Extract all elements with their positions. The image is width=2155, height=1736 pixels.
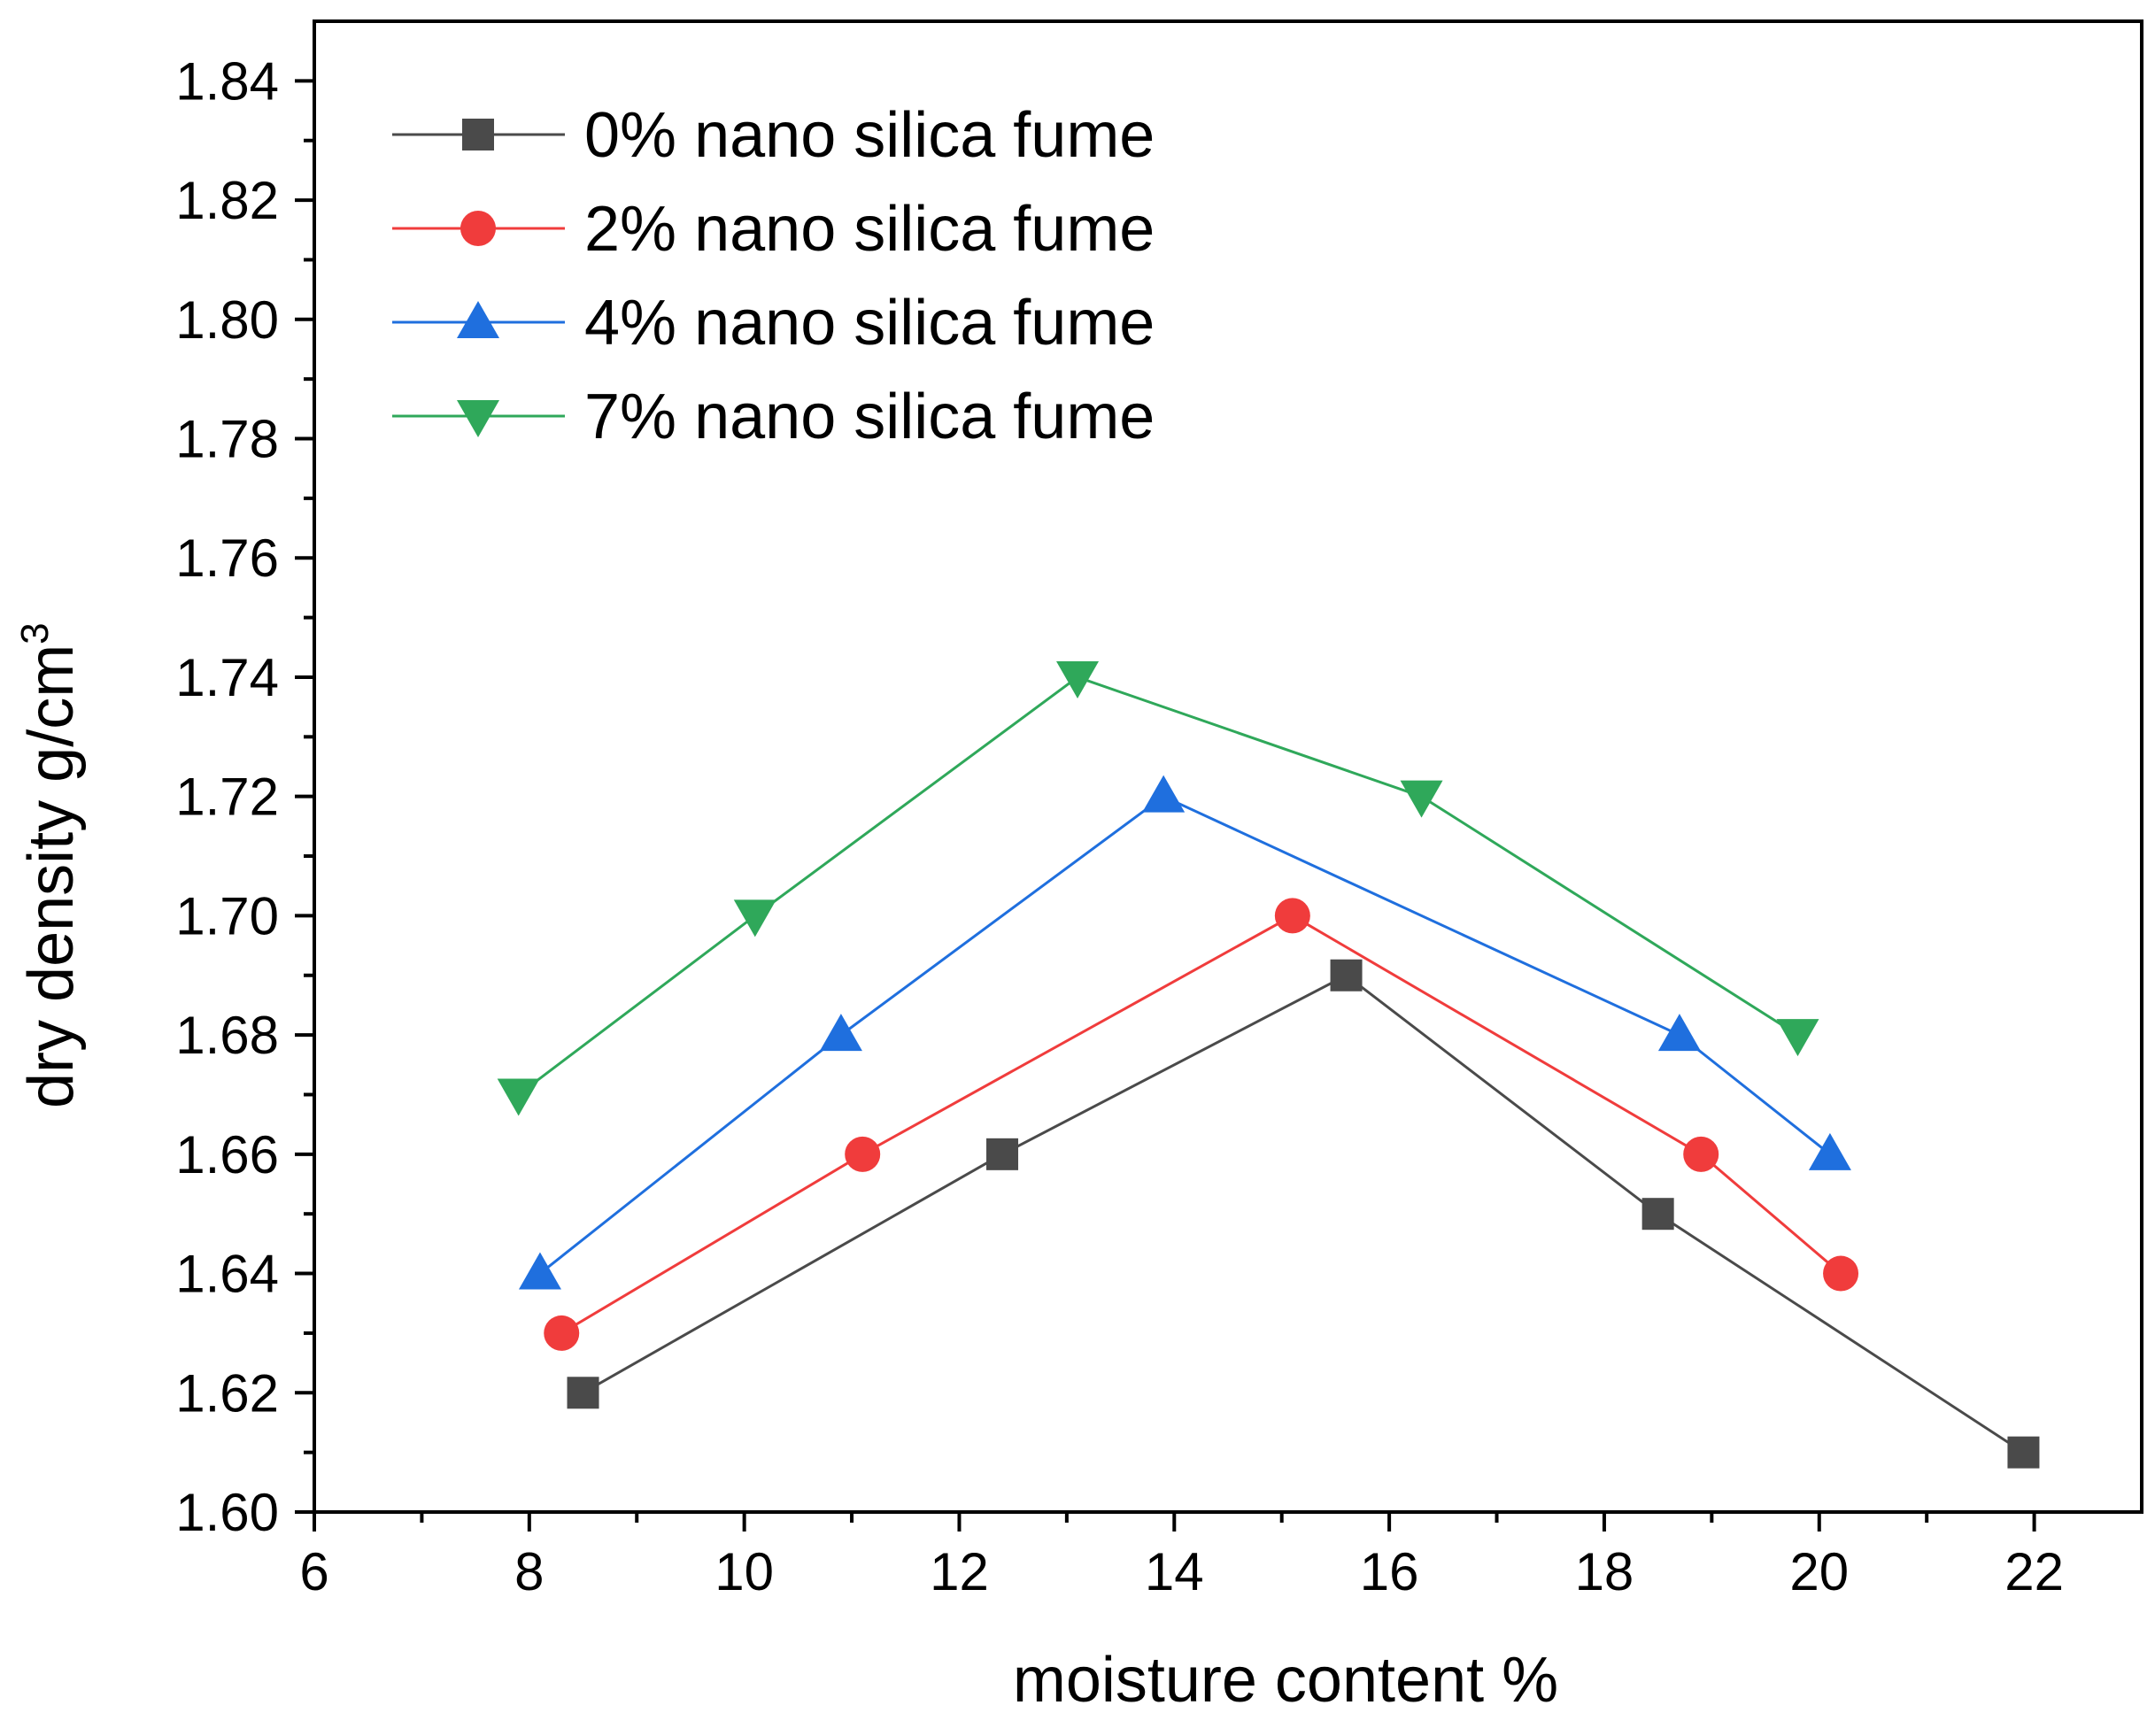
series-2 — [518, 775, 1851, 1290]
x-tick-label: 20 — [1789, 1542, 1849, 1601]
data-point — [986, 1138, 1019, 1170]
series-1 — [544, 898, 1859, 1351]
x-tick-label: 22 — [2004, 1542, 2064, 1601]
data-point — [1400, 780, 1443, 818]
legend-marker — [462, 119, 494, 150]
legend-item: 0% nano silica fume — [392, 100, 1155, 171]
data-point — [1641, 1198, 1674, 1231]
y-tick-label: 1.68 — [175, 1006, 279, 1065]
series-layer — [497, 660, 2040, 1469]
data-point — [497, 1078, 540, 1116]
plot-frame — [313, 19, 2143, 1514]
y-tick-label: 1.66 — [175, 1125, 279, 1184]
x-tick-label: 6 — [299, 1542, 328, 1601]
data-point — [567, 1377, 599, 1409]
x-tick-label: 16 — [1360, 1542, 1419, 1601]
data-point — [1657, 1014, 1701, 1052]
data-point — [1056, 660, 1100, 698]
y-tick-label: 1.70 — [175, 886, 279, 945]
legend-label: 0% nano silica fume — [584, 100, 1155, 171]
data-point — [1776, 1019, 1819, 1057]
legend-label: 7% nano silica fume — [584, 382, 1155, 452]
series-line — [517, 675, 1799, 1096]
series-line — [560, 914, 1842, 1335]
y-tick-label: 1.84 — [175, 51, 279, 111]
x-tick-label: 14 — [1145, 1542, 1204, 1601]
y-tick-label: 1.60 — [175, 1483, 279, 1542]
y-axis-title-main: dry density g/cm — [16, 644, 87, 1108]
y-axis-title-superscript: 3 — [13, 622, 57, 644]
data-point — [1683, 1136, 1719, 1172]
y-tick-label: 1.80 — [175, 290, 279, 350]
series-3 — [497, 660, 1819, 1116]
x-tick-label: 18 — [1575, 1542, 1634, 1601]
y-axis-title: dry density g/cm3 — [13, 622, 87, 1108]
y-tick-label: 1.64 — [175, 1245, 279, 1304]
data-point — [1274, 898, 1310, 934]
y-tick-label: 1.74 — [175, 648, 279, 707]
legend: 0% nano silica fume 2% nano silica fume 4%… — [392, 100, 1155, 452]
y-tick-label: 1.82 — [175, 171, 279, 230]
series-0 — [567, 959, 2040, 1469]
legend-marker — [457, 301, 499, 338]
x-tick-label: 8 — [514, 1542, 544, 1601]
x-axis-ticks: 6 8 10 12 14 16 18 20 22 — [299, 1512, 2064, 1601]
y-tick-label: 1.76 — [175, 529, 279, 588]
data-point — [544, 1315, 580, 1351]
y-tick-label: 1.72 — [175, 768, 279, 827]
data-point — [2007, 1436, 2040, 1469]
data-point — [819, 1014, 862, 1052]
data-point — [518, 1252, 561, 1290]
y-tick-label: 1.62 — [175, 1363, 279, 1423]
x-axis-title: moisture content % — [1013, 1645, 1558, 1716]
x-tick-label: 10 — [714, 1542, 774, 1601]
legend-item: 7% nano silica fume — [392, 382, 1155, 452]
data-point — [845, 1136, 881, 1172]
y-tick-label: 1.78 — [175, 410, 279, 469]
series-line — [582, 973, 2025, 1454]
data-point — [1142, 775, 1186, 813]
series-line — [539, 794, 1831, 1275]
y-axis-ticks: 1.60 1.62 1.64 1.66 1.68 1.70 1.72 1.74 1.76 1.78… — [175, 51, 314, 1542]
legend-marker — [460, 211, 496, 246]
legend-marker — [457, 400, 499, 437]
data-point — [1330, 959, 1363, 991]
legend-label: 2% nano silica fume — [584, 194, 1155, 265]
legend-item: 2% nano silica fume — [392, 194, 1155, 265]
x-tick-label: 12 — [930, 1542, 989, 1601]
data-point — [1808, 1132, 1851, 1170]
legend-item: 4% nano silica fume — [392, 288, 1155, 359]
legend-label: 4% nano silica fume — [584, 288, 1155, 359]
data-point — [1823, 1255, 1859, 1292]
data-point — [733, 899, 776, 937]
